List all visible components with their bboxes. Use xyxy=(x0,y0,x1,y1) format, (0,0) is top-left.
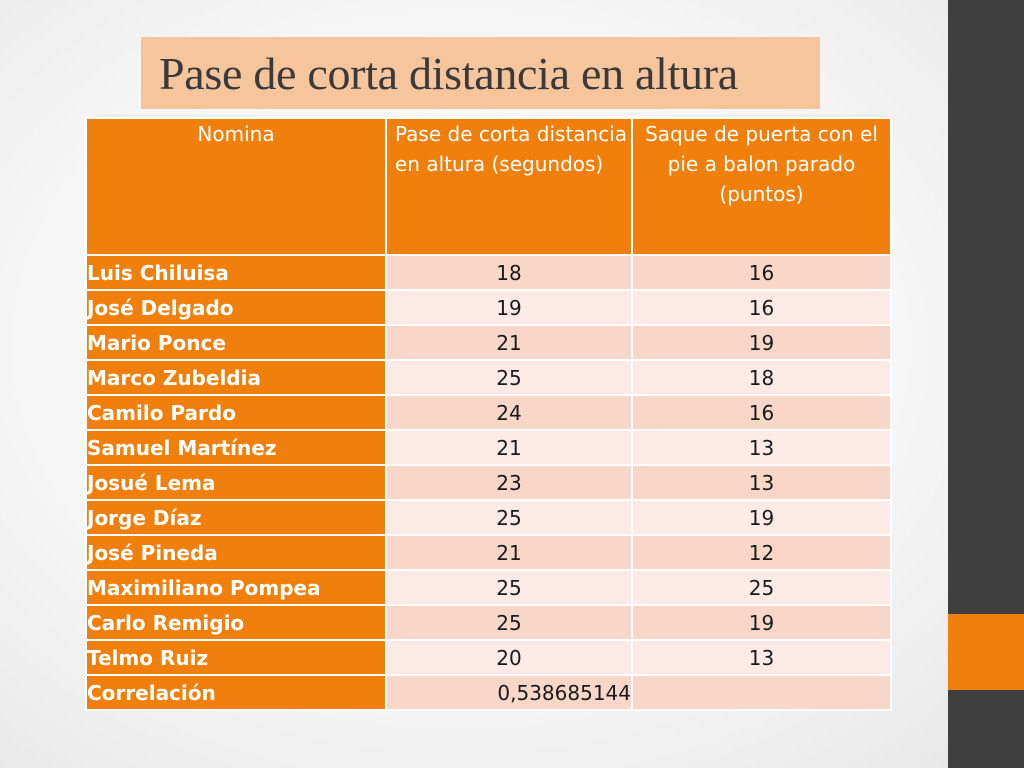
table-row: Mario Ponce 21 19 xyxy=(85,324,892,361)
row-pase: 21 xyxy=(385,534,633,571)
row-pase: 19 xyxy=(385,289,633,326)
table-row: Carlo Remigio 25 19 xyxy=(85,604,892,641)
table-row: José Pineda 21 12 xyxy=(85,534,892,571)
row-pase: 25 xyxy=(385,499,633,536)
row-name: Camilo Pardo xyxy=(85,394,387,431)
row-saque: 19 xyxy=(631,499,892,536)
row-saque: 16 xyxy=(631,394,892,431)
row-name: Telmo Ruiz xyxy=(85,639,387,676)
title-box: Pase de corta distancia en altura xyxy=(141,37,820,109)
row-name: Luis Chiluisa xyxy=(85,254,387,291)
row-name: Jorge Díaz xyxy=(85,499,387,536)
row-name: Carlo Remigio xyxy=(85,604,387,641)
correlation-value: 0,538685144 xyxy=(385,674,633,711)
slide-title: Pase de corta distancia en altura xyxy=(159,48,738,99)
row-name: Maximiliano Pompea xyxy=(85,569,387,606)
row-pase: 21 xyxy=(385,324,633,361)
table-row: José Delgado 19 16 xyxy=(85,289,892,326)
header-nomina: Nomina xyxy=(85,117,387,256)
correlation-empty-cell xyxy=(631,674,892,711)
row-name: Marco Zubeldia xyxy=(85,359,387,396)
table-row: Camilo Pardo 24 16 xyxy=(85,394,892,431)
row-saque: 13 xyxy=(631,464,892,501)
row-pase: 18 xyxy=(385,254,633,291)
row-saque: 19 xyxy=(631,604,892,641)
row-saque: 16 xyxy=(631,289,892,326)
row-pase: 25 xyxy=(385,359,633,396)
row-saque: 13 xyxy=(631,429,892,466)
row-saque: 19 xyxy=(631,324,892,361)
row-name: José Delgado xyxy=(85,289,387,326)
data-table: Nomina Pase de corta distancia en altura… xyxy=(85,117,892,711)
row-name: Samuel Martínez xyxy=(85,429,387,466)
row-saque: 16 xyxy=(631,254,892,291)
table-row: Telmo Ruiz 20 13 xyxy=(85,639,892,676)
header-row: Nomina Pase de corta distancia en altura… xyxy=(85,117,892,256)
row-saque: 12 xyxy=(631,534,892,571)
row-saque: 25 xyxy=(631,569,892,606)
row-name: Mario Ponce xyxy=(85,324,387,361)
correlation-row: Correlación 0,538685144 xyxy=(85,674,892,711)
row-pase: 24 xyxy=(385,394,633,431)
row-saque: 18 xyxy=(631,359,892,396)
row-pase: 25 xyxy=(385,604,633,641)
row-name: Josué Lema xyxy=(85,464,387,501)
row-pase: 25 xyxy=(385,569,633,606)
row-pase: 20 xyxy=(385,639,633,676)
decorative-accent-block xyxy=(948,614,1024,690)
row-pase: 23 xyxy=(385,464,633,501)
table-row: Samuel Martínez 21 13 xyxy=(85,429,892,466)
table-row: Josué Lema 23 13 xyxy=(85,464,892,501)
table-row: Luis Chiluisa 18 16 xyxy=(85,254,892,291)
table-row: Maximiliano Pompea 25 25 xyxy=(85,569,892,606)
header-saque: Saque de puerta con el pie a balon parad… xyxy=(631,117,892,256)
row-name: José Pineda xyxy=(85,534,387,571)
header-pase: Pase de corta distancia en altura (segun… xyxy=(385,117,633,256)
table-row: Jorge Díaz 25 19 xyxy=(85,499,892,536)
row-pase: 21 xyxy=(385,429,633,466)
correlation-label: Correlación xyxy=(85,674,387,711)
row-saque: 13 xyxy=(631,639,892,676)
table-row: Marco Zubeldia 25 18 xyxy=(85,359,892,396)
